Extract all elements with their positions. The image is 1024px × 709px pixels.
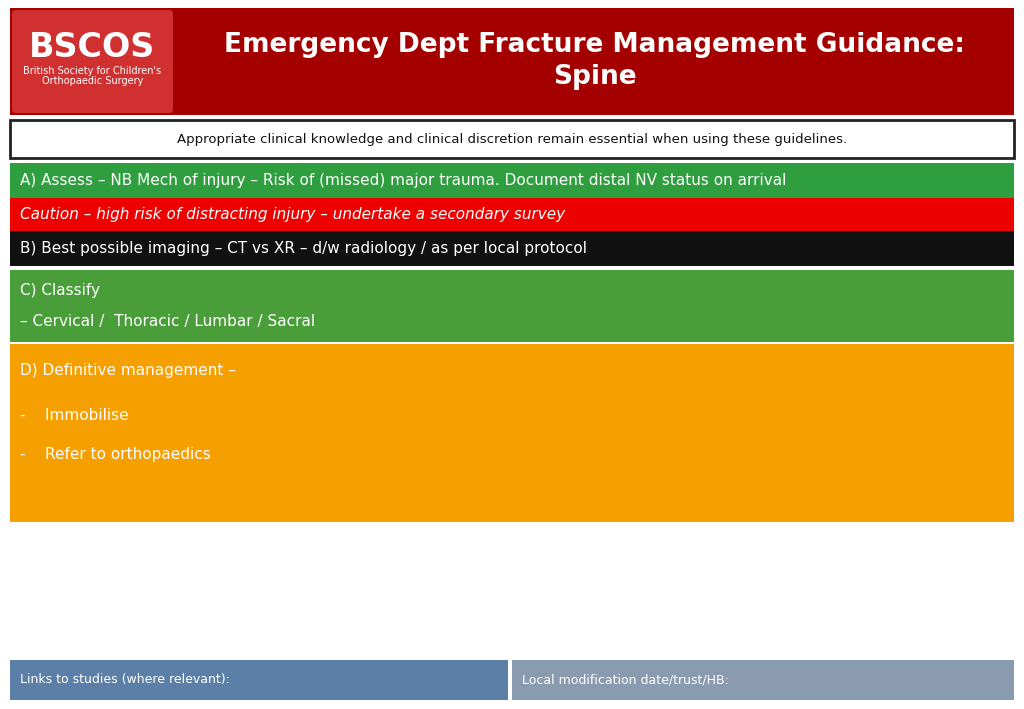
Text: C) Classify: C) Classify — [20, 283, 100, 298]
Text: Links to studies (where relevant):: Links to studies (where relevant): — [20, 674, 229, 686]
Text: A) Assess – NB Mech of injury – Risk of (missed) major trauma. Document distal N: A) Assess – NB Mech of injury – Risk of … — [20, 173, 786, 188]
Bar — [10, 8, 1014, 115]
Text: Spine: Spine — [553, 65, 636, 91]
Bar — [10, 270, 1014, 342]
Text: -    Immobilise: - Immobilise — [20, 408, 129, 423]
Bar — [10, 660, 508, 700]
Text: British Society for Children's: British Society for Children's — [24, 67, 162, 77]
Bar — [512, 660, 1014, 700]
Text: Caution – high risk of distracting injury – undertake a secondary survey: Caution – high risk of distracting injur… — [20, 207, 565, 222]
Text: Emergency Dept Fracture Management Guidance:: Emergency Dept Fracture Management Guida… — [224, 33, 965, 59]
Text: BSCOS: BSCOS — [30, 31, 156, 64]
Bar — [10, 163, 1014, 198]
Bar — [10, 120, 1014, 158]
Text: D) Definitive management –: D) Definitive management – — [20, 363, 236, 378]
Text: Orthopaedic Surgery: Orthopaedic Surgery — [42, 77, 143, 86]
FancyBboxPatch shape — [12, 10, 173, 113]
Text: B) Best possible imaging – CT vs XR – d/w radiology / as per local protocol: B) Best possible imaging – CT vs XR – d/… — [20, 241, 587, 256]
Text: -    Refer to orthopaedics: - Refer to orthopaedics — [20, 447, 211, 462]
Text: – Cervical /  Thoracic / Lumbar / Sacral: – Cervical / Thoracic / Lumbar / Sacral — [20, 314, 315, 330]
Bar — [10, 231, 1014, 266]
Bar — [10, 344, 1014, 522]
Text: Local modification date/trust/HB:: Local modification date/trust/HB: — [522, 674, 729, 686]
Bar — [10, 198, 1014, 231]
Text: Appropriate clinical knowledge and clinical discretion remain essential when usi: Appropriate clinical knowledge and clini… — [177, 133, 847, 145]
